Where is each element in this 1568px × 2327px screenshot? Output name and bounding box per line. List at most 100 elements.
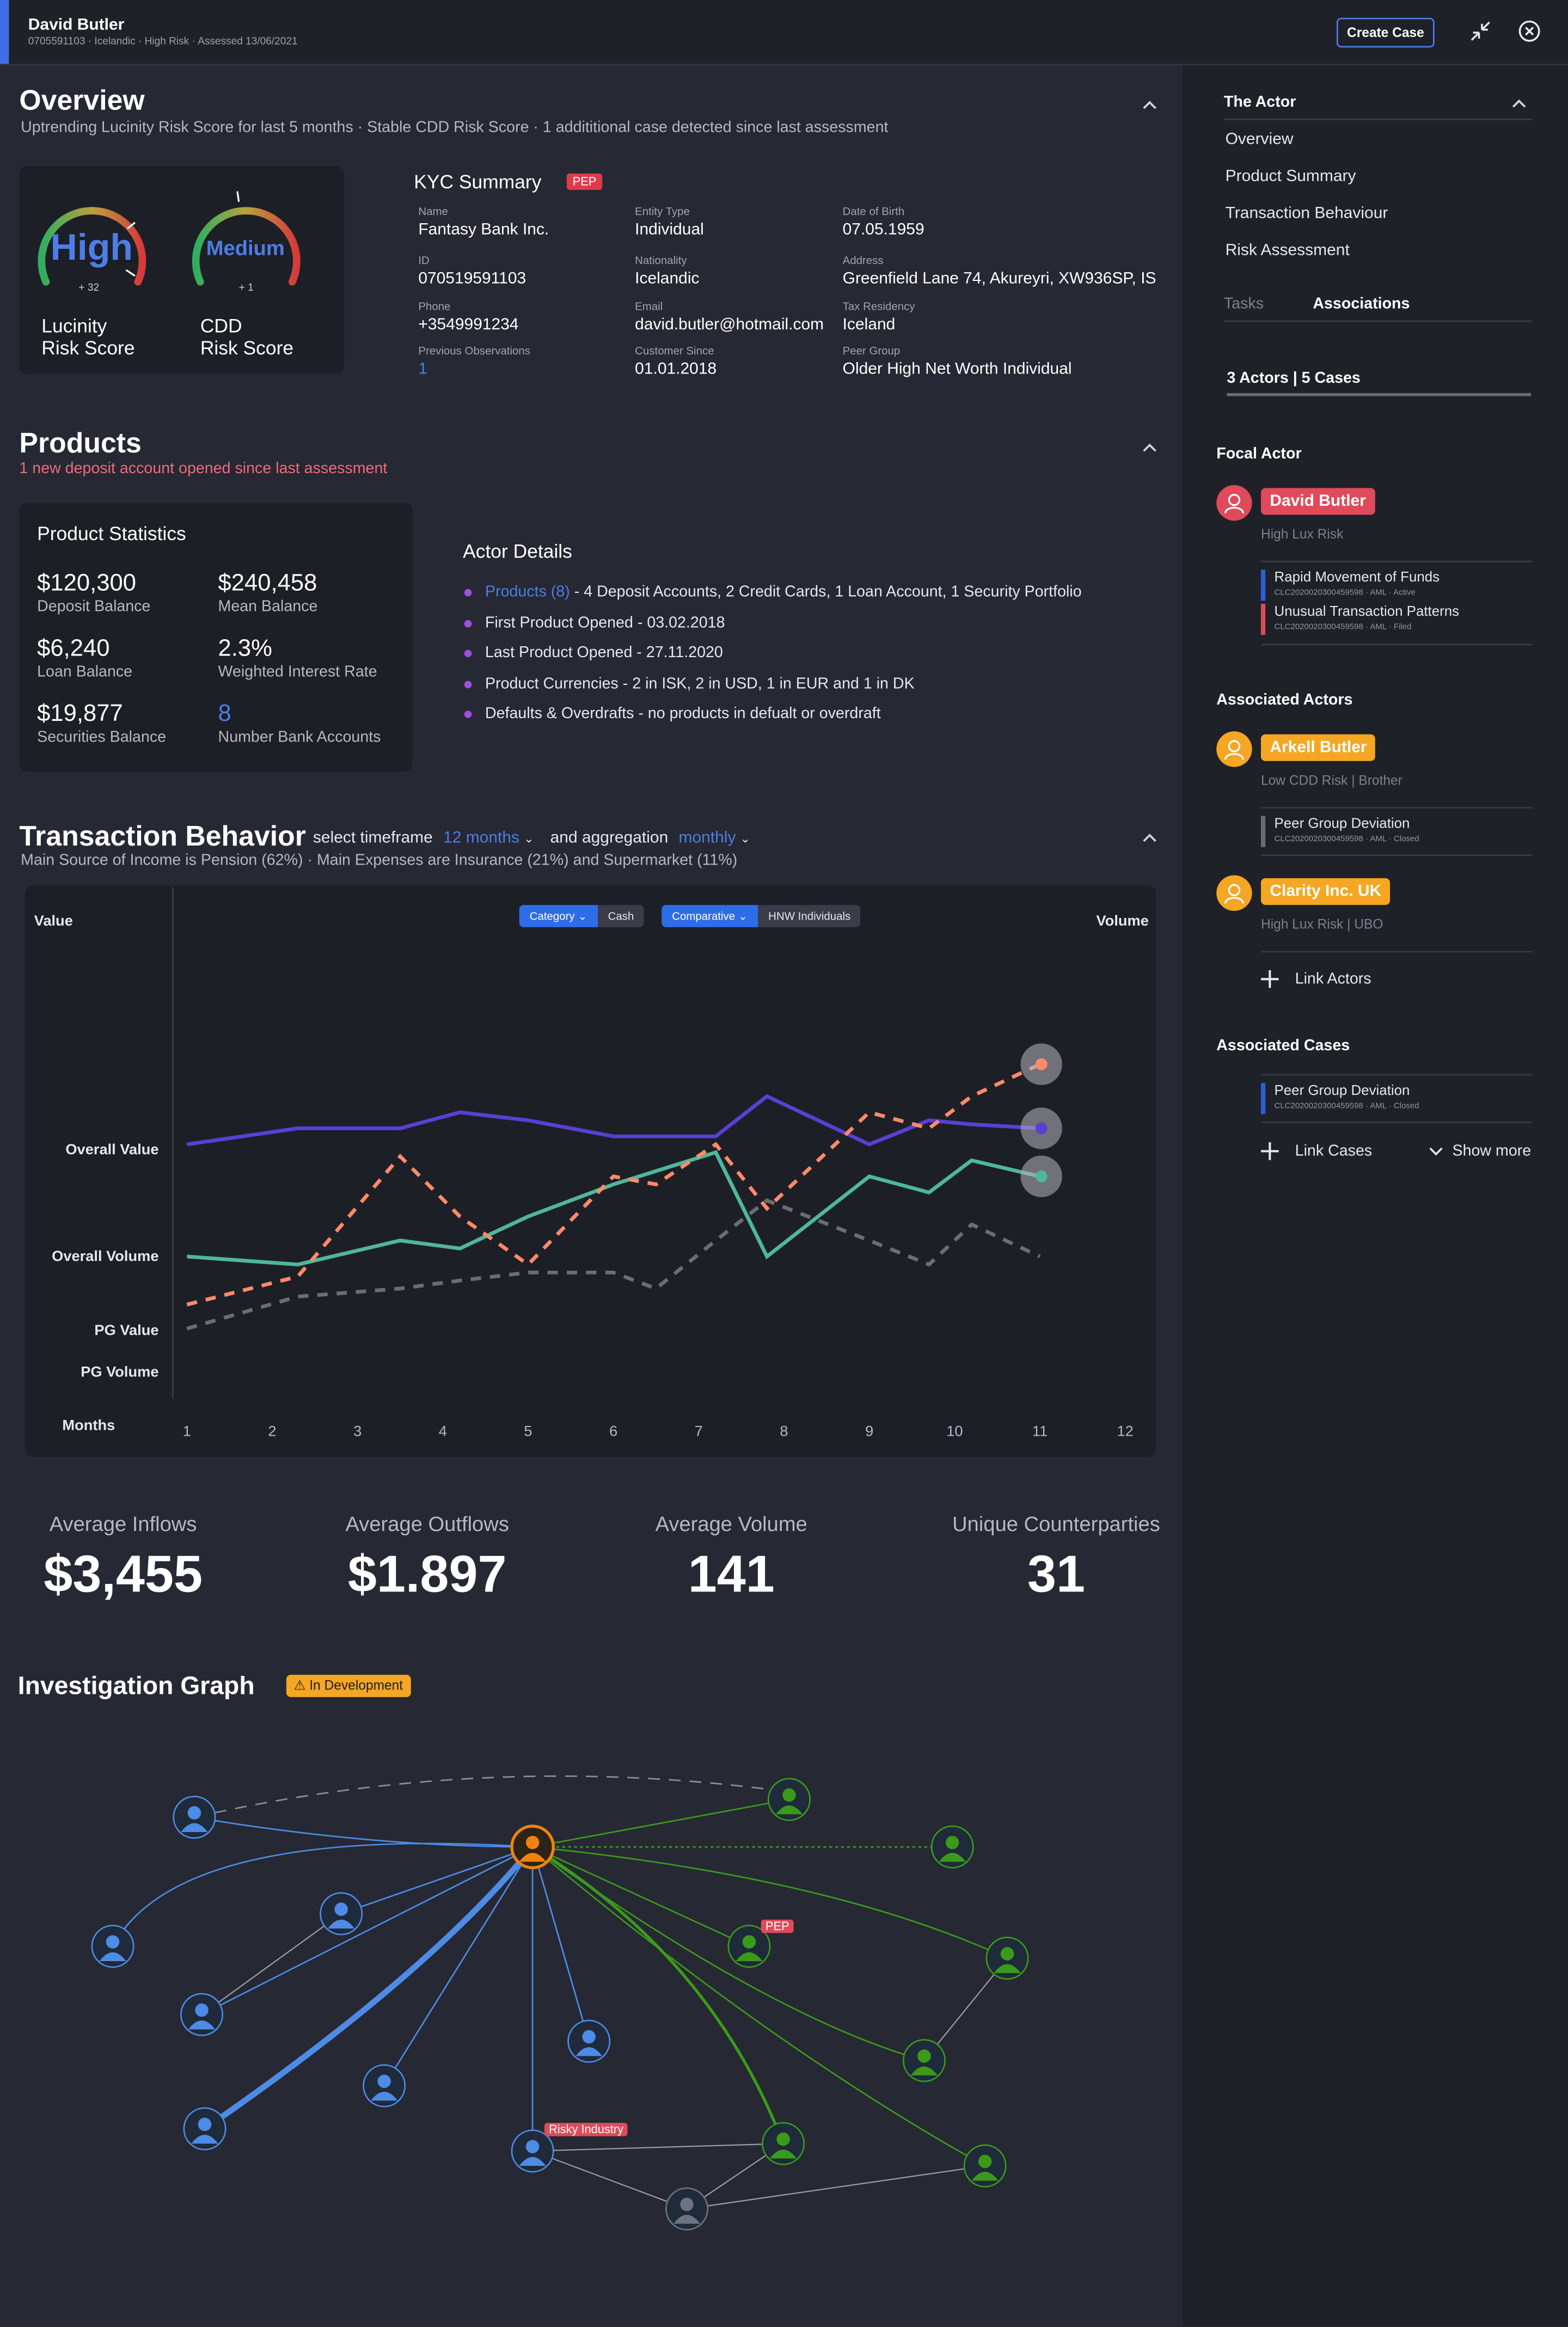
cdd-label-1: CDD <box>200 314 242 337</box>
comparative-filter[interactable]: Comparative ⌄ HNW Individuals <box>661 905 861 927</box>
case-title[interactable]: Peer Group Deviation <box>1274 816 1410 832</box>
graph-node[interactable] <box>727 1925 771 1968</box>
graph-node[interactable] <box>173 1796 216 1839</box>
show-more-button[interactable]: Show more <box>1452 1142 1532 1160</box>
close-icon[interactable] <box>1517 19 1541 43</box>
detail-row: Product Currencies - 2 in ISK, 2 in USD,… <box>464 675 915 693</box>
kpi-label: Average Outflows <box>345 1511 509 1536</box>
graph-edge <box>532 2143 783 2152</box>
kpi-value: $1.897 <box>347 1546 507 1604</box>
comparative-filter-selected[interactable]: Comparative ⌄ <box>661 905 758 927</box>
kpi-value: 31 <box>1027 1546 1086 1604</box>
kyc-field-value[interactable]: 1 <box>418 360 428 378</box>
series-line-overall-value[interactable] <box>186 1094 1040 1147</box>
collapse-overview-icon[interactable] <box>1142 100 1157 112</box>
series-line-pg-volume[interactable] <box>186 1198 1041 1331</box>
person-icon <box>1216 485 1252 521</box>
chevron-down-icon: ⌄ <box>738 909 748 923</box>
sidebar-item-product-summary[interactable]: Product Summary <box>1225 167 1356 186</box>
product-stats-card <box>19 503 413 771</box>
focal-actor-tag[interactable]: David Butler <box>1260 488 1375 515</box>
graph-node[interactable] <box>963 2144 1007 2188</box>
stat-value[interactable]: 8 <box>218 701 231 727</box>
lucinity-label-2: Risk Score <box>41 336 135 359</box>
category-filter-selected[interactable]: Category ⌄ <box>519 905 598 927</box>
chart-divider <box>172 887 174 1399</box>
sidebar-item-risk-assessment[interactable]: Risk Assessment <box>1225 242 1350 260</box>
link-cases-button[interactable]: Link Cases <box>1295 1142 1373 1160</box>
x-tick-label: 2 <box>268 1423 276 1440</box>
associated-actor-sub: Low CDD Risk | Brother <box>1260 773 1402 788</box>
row-label-overall-volume: Overall Volume <box>52 1249 159 1266</box>
plus-icon[interactable] <box>1260 1142 1279 1160</box>
associated-actor-tag[interactable]: Clarity Inc. UK <box>1260 878 1391 905</box>
associated-actor-tag[interactable]: Arkell Butler <box>1260 734 1376 761</box>
graph-node[interactable] <box>768 1778 811 1821</box>
graph-node[interactable] <box>567 2019 611 2063</box>
aggregation-dropdown[interactable]: monthly <box>678 829 736 847</box>
bullet-icon <box>464 649 472 657</box>
lucinity-score-word: High <box>50 226 133 269</box>
graph-node-focal[interactable] <box>510 1824 555 1870</box>
plus-icon[interactable] <box>1260 970 1279 988</box>
series-line-overall-volume[interactable] <box>187 1150 1040 1266</box>
link-actors-button[interactable]: Link Actors <box>1295 970 1371 988</box>
person-icon <box>1216 731 1252 767</box>
kyc-field-value: +3549991234 <box>418 316 519 334</box>
transactions-subtitle: Main Source of Income is Pension (62%) ·… <box>21 851 738 869</box>
kpi-value: $3,455 <box>44 1546 203 1604</box>
collapse-actor-icon[interactable] <box>1511 98 1526 110</box>
sidebar-item-overview[interactable]: Overview <box>1225 130 1294 149</box>
graph-node[interactable] <box>91 1925 134 1968</box>
case-title[interactable]: Unusual Transaction Patterns <box>1274 603 1460 620</box>
tab-associations[interactable]: Associations <box>1313 295 1410 313</box>
transactions-title: Transaction Behavior <box>19 822 306 853</box>
products-subtitle: 1 new deposit account opened since last … <box>19 460 388 478</box>
detail-row: First Product Opened - 03.02.2018 <box>464 614 725 632</box>
row-label-pg-volume: PG Volume <box>81 1364 159 1381</box>
category-filter[interactable]: Category ⌄ Cash <box>519 905 645 927</box>
graph-node[interactable] <box>180 1993 224 2036</box>
kyc-field-value: Icelandic <box>635 270 700 288</box>
kyc-field-label: Tax Residency <box>842 299 915 313</box>
kyc-field-value: 07.05.1959 <box>842 221 924 239</box>
collapse-transactions-icon[interactable] <box>1142 832 1157 844</box>
graph-node[interactable] <box>320 1892 363 1936</box>
case-title[interactable]: Peer Group Deviation <box>1274 1083 1410 1100</box>
case-title[interactable]: Rapid Movement of Funds <box>1274 569 1440 586</box>
lucinity-label-1: Lucinity <box>41 314 107 337</box>
focal-actor-title: Focal Actor <box>1216 445 1302 463</box>
graph-node[interactable] <box>930 1825 974 1869</box>
sidebar-item-transaction-behaviour[interactable]: Transaction Behaviour <box>1225 205 1388 223</box>
case-marker <box>1260 1083 1266 1114</box>
detail-text: Product Currencies - 2 in ISK, 2 in USD,… <box>485 675 915 693</box>
warning-icon: ⚠ <box>293 1677 306 1693</box>
graph-node[interactable] <box>902 2039 946 2083</box>
sidebar-section-title[interactable]: The Actor <box>1223 93 1296 112</box>
cash-filter-option[interactable]: Cash <box>597 905 645 927</box>
minimize-icon[interactable] <box>1468 19 1492 43</box>
graph-node[interactable] <box>985 1937 1029 1980</box>
investigation-graph[interactable] <box>0 1721 1183 2314</box>
kyc-field-value: Iceland <box>842 316 896 334</box>
graph-node[interactable] <box>363 2064 406 2108</box>
graph-node[interactable] <box>183 2107 226 2151</box>
create-case-button[interactable]: Create Case <box>1336 17 1435 48</box>
overview-title: Overview <box>19 86 145 118</box>
y-left-label: Value <box>34 914 73 930</box>
kyc-field-value: Fantasy Bank Inc. <box>418 221 549 239</box>
chart-card <box>25 885 1156 1457</box>
tab-tasks[interactable]: Tasks <box>1223 295 1264 313</box>
hnw-filter-option[interactable]: HNW Individuals <box>758 905 861 927</box>
overview-subtitle: Uptrending Lucinity Risk Score for last … <box>21 118 889 137</box>
graph-node[interactable] <box>762 2122 805 2165</box>
series-line-pg-value[interactable] <box>186 1062 1041 1307</box>
collapse-products-icon[interactable] <box>1142 442 1157 454</box>
graph-node[interactable] <box>665 2187 709 2231</box>
products-link[interactable]: Products (8) <box>485 583 570 601</box>
detail-row: Last Product Opened - 27.11.2020 <box>464 644 723 662</box>
case-marker <box>1260 603 1266 635</box>
timeframe-dropdown[interactable]: 12 months <box>443 829 520 847</box>
graph-node[interactable] <box>511 2129 554 2173</box>
